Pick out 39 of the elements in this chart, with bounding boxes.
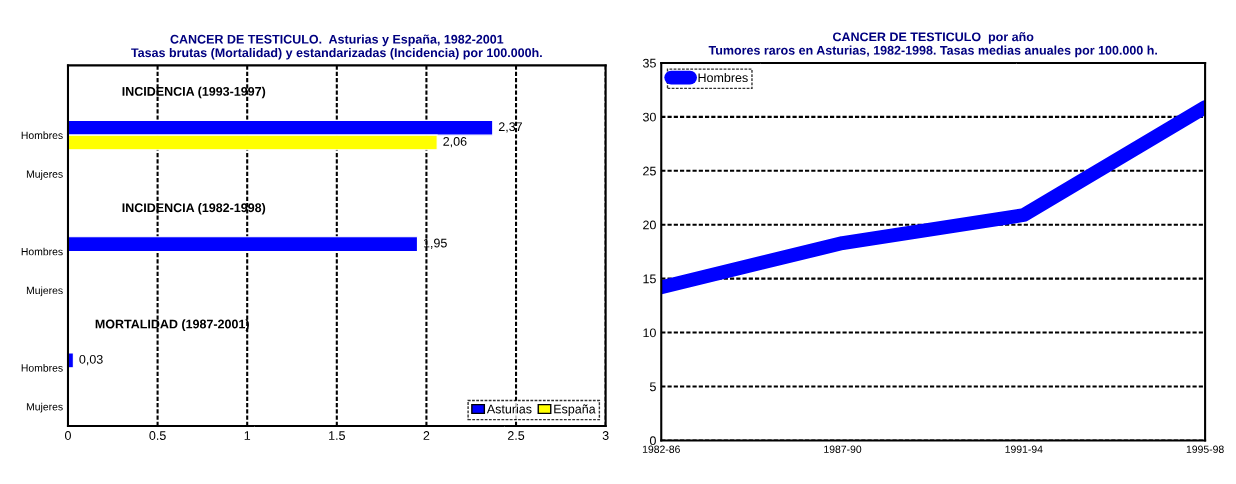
annotation: MORTALIDAD (1987-2001) <box>95 319 249 331</box>
annotation: INCIDENCIA (1982-1998) <box>122 202 266 215</box>
y-tick-label: 20 <box>643 220 656 230</box>
data-label: 2,37 <box>498 122 522 133</box>
y-tick-label: 5 <box>649 382 656 392</box>
legend-label: Hombres <box>698 72 748 83</box>
annotation: INCIDENCIA (1993-1997) <box>122 86 266 99</box>
chart-title: CANCER DE TESTICULO por año <box>833 32 1034 44</box>
bar <box>67 236 419 253</box>
x-tick-label: 3 <box>602 431 609 440</box>
y-tick-label: 10 <box>643 328 656 338</box>
x-tick-label: 1 <box>244 431 251 440</box>
x-tick-label: 1982-86 <box>642 445 680 453</box>
y-tick-label: Mujeres <box>26 286 63 297</box>
data-label: 2,06 <box>443 137 467 148</box>
y-tick-label: Mujeres <box>26 402 63 413</box>
x-tick-label: 2.5 <box>507 431 525 440</box>
x-tick-label: 1991-94 <box>1005 445 1043 453</box>
y-tick-label: Hombres <box>21 363 63 372</box>
x-tick-label: 1987-90 <box>824 445 862 453</box>
x-tick-label: 1.5 <box>329 431 345 440</box>
y-tick-label: Hombres <box>21 131 63 140</box>
y-tick-label: 15 <box>643 274 656 284</box>
legend-label: España <box>554 404 596 416</box>
x-tick-label: 0 <box>64 431 71 440</box>
x-tick-label: 2 <box>423 431 430 440</box>
data-label: 0,03 <box>79 354 103 366</box>
y-tick-label: Mujeres <box>26 170 63 180</box>
chart-subtitle: Tasas brutas (Mortalidad) y estandarizadas (Incidencia) por 100.000h. <box>131 47 542 60</box>
data-label: 1,95 <box>423 238 447 249</box>
legend-label: Asturias <box>486 404 532 414</box>
y-tick-label: Hombres <box>21 247 63 256</box>
x-tick-label: 1995-98 <box>1186 445 1224 453</box>
y-tick-label: 30 <box>642 112 656 122</box>
chart-subtitle: Tumores raros en Asturias, 1982-1998. Tasas medias anuales por 100.000 h. <box>708 45 1157 58</box>
chart-title: CANCER DE TESTICULO. Asturias y España, 1982-2001 <box>170 34 504 47</box>
x-tick-label: 0.5 <box>149 431 166 440</box>
y-tick-label: 35 <box>642 58 656 68</box>
y-tick-label: 25 <box>643 166 656 176</box>
